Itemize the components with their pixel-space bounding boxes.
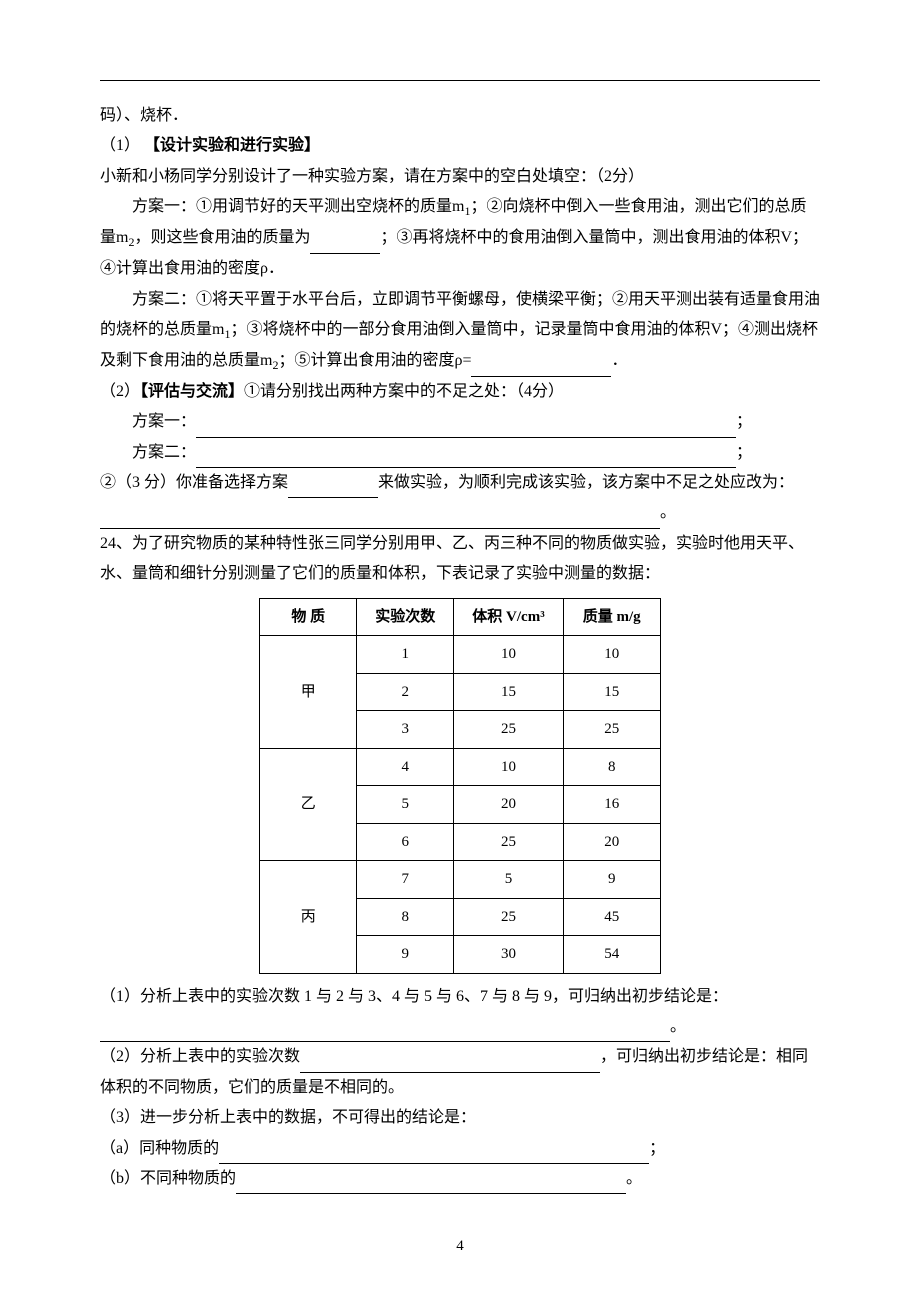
plan2-lack: 方案二： ；: [100, 438, 820, 468]
plan2-lack-label: 方案二：: [132, 444, 196, 461]
material-cell: 丙: [260, 861, 357, 974]
col-volume: 体积 V/cm³: [454, 598, 563, 636]
data-cell: 10: [454, 748, 563, 786]
data-cell: 2: [357, 673, 454, 711]
data-cell: 10: [454, 636, 563, 674]
plan1-a: 方案一：①用调节好的天平测出空烧杯的质量m: [132, 198, 464, 215]
data-cell: 25: [563, 711, 660, 749]
blank-select[interactable]: [288, 478, 378, 498]
data-cell: 25: [454, 823, 563, 861]
plan1-lack-end: ；: [736, 413, 752, 430]
data-cell: 20: [454, 786, 563, 824]
table-body: 甲110102151532525乙41085201662520丙75982545…: [260, 636, 660, 974]
q2-title: 【评估与交流】: [140, 383, 244, 400]
blank-change[interactable]: [100, 509, 660, 529]
col-trial: 实验次数: [357, 598, 454, 636]
post-q3a2: ；: [649, 1140, 665, 1157]
plan2-d: ．: [611, 352, 627, 369]
page-container: 码）、烧杯． （1） 【设计实验和进行实验】 小新和小杨同学分别设计了一种实验方…: [0, 0, 920, 1300]
data-cell: 8: [563, 748, 660, 786]
data-cell: 15: [563, 673, 660, 711]
data-cell: 20: [563, 823, 660, 861]
plan1-lack-label: 方案一：: [132, 413, 196, 430]
data-cell: 30: [454, 936, 563, 974]
data-table: 物 质 实验次数 体积 V/cm³ 质量 m/g 甲11010215153252…: [259, 598, 660, 974]
data-cell: 7: [357, 861, 454, 899]
table-head: 物 质 实验次数 体积 V/cm³ 质量 m/g: [260, 598, 660, 636]
data-cell: 15: [454, 673, 563, 711]
plan-1: 方案一：①用调节好的天平测出空烧杯的质量m1；②向烧杯中倒入一些食用油，测出它们…: [100, 192, 820, 284]
post-q3b2: 。: [626, 1170, 642, 1187]
data-cell: 3: [357, 711, 454, 749]
col-mass: 质量 m/g: [563, 598, 660, 636]
post-q3b1: （b）不同种物质的: [100, 1170, 236, 1187]
data-cell: 4: [357, 748, 454, 786]
post-q3: （3）进一步分析上表中的数据，不可得出的结论是：: [100, 1103, 820, 1133]
blank-q1[interactable]: [100, 1022, 670, 1042]
blank-plan2[interactable]: [196, 448, 736, 468]
line-1: （1） 【设计实验和进行实验】: [100, 131, 820, 161]
post-q2a: （2）分析上表中的实验次数: [100, 1048, 300, 1065]
material-cell: 甲: [260, 636, 357, 749]
page-number: 4: [0, 1232, 920, 1261]
blank-rho[interactable]: [471, 357, 611, 377]
col-material: 物 质: [260, 598, 357, 636]
plan-2: 方案二：①将天平置于水平台后，立即调节平衡螺母，使横梁平衡；②用天平测出装有适量…: [100, 285, 820, 377]
line-0: 码）、烧杯．: [100, 101, 820, 131]
select-b: 来做实验，为顺利完成该实验，该方案中不足之处应改为：: [378, 474, 794, 491]
data-cell: 9: [563, 861, 660, 899]
table-row: 甲11010: [260, 636, 660, 674]
plan2-lack-end: ；: [736, 444, 752, 461]
post-q3a1: （a）同种物质的: [100, 1140, 219, 1157]
data-cell: 25: [454, 898, 563, 936]
table-header-row: 物 质 实验次数 体积 V/cm³ 质量 m/g: [260, 598, 660, 636]
data-cell: 1: [357, 636, 454, 674]
blank-plan1[interactable]: [196, 417, 736, 437]
q1-title: 【设计实验和进行实验】: [144, 137, 320, 154]
table-row: 丙759: [260, 861, 660, 899]
line-5: （2）【评估与交流】①请分别找出两种方案中的不足之处：（4分）: [100, 377, 820, 407]
blank-q2[interactable]: [300, 1053, 600, 1073]
data-cell: 9: [357, 936, 454, 974]
select-a: ②（3 分）你准备选择方案: [100, 474, 288, 491]
plan2-c: ；⑤计算出食用油的密度ρ=: [278, 352, 471, 369]
post-q3b: （b）不同种物质的 。: [100, 1164, 820, 1194]
data-cell: 5: [454, 861, 563, 899]
post-q1a: （1）分析上表中的实验次数 1 与 2 与 3、4 与 5 与 6、7 与 8 …: [100, 988, 728, 1005]
post-q1: （1）分析上表中的实验次数 1 与 2 与 3、4 与 5 与 6、7 与 8 …: [100, 982, 820, 1043]
data-cell: 45: [563, 898, 660, 936]
table-row: 乙4108: [260, 748, 660, 786]
data-cell: 25: [454, 711, 563, 749]
plan1-c: ，则这些食用油的质量为: [134, 229, 310, 246]
data-cell: 8: [357, 898, 454, 936]
blank-mass[interactable]: [310, 234, 380, 254]
data-cell: 6: [357, 823, 454, 861]
blank-q3b[interactable]: [236, 1174, 626, 1194]
data-cell: 10: [563, 636, 660, 674]
plan1-lack: 方案一： ；: [100, 407, 820, 437]
data-cell: 16: [563, 786, 660, 824]
line-2: 小新和小杨同学分别设计了一种实验方案，请在方案中的空白处填空：（2分）: [100, 162, 820, 192]
blank-q3a[interactable]: [219, 1144, 649, 1164]
q24-intro: 24、为了研究物质的某种特性张三同学分别用甲、乙、丙三种不同的物质做实验，实验时…: [100, 529, 820, 590]
post-q3a: （a）同种物质的 ；: [100, 1134, 820, 1164]
post-q1b: 。: [670, 1018, 686, 1035]
header-rule: [100, 80, 820, 81]
data-cell: 5: [357, 786, 454, 824]
select-c: 。: [660, 504, 676, 521]
data-cell: 54: [563, 936, 660, 974]
q2-rest: ①请分别找出两种方案中的不足之处：（4分）: [244, 383, 564, 400]
q2-number: （2）: [100, 383, 140, 400]
material-cell: 乙: [260, 748, 357, 861]
q1-number: （1）: [100, 137, 140, 154]
post-q2: （2）分析上表中的实验次数，可归纳出初步结论是：相同体积的不同物质，它们的质量是…: [100, 1042, 820, 1103]
line-8: ②（3 分）你准备选择方案 来做实验，为顺利完成该实验，该方案中不足之处应改为： 。: [100, 468, 820, 529]
